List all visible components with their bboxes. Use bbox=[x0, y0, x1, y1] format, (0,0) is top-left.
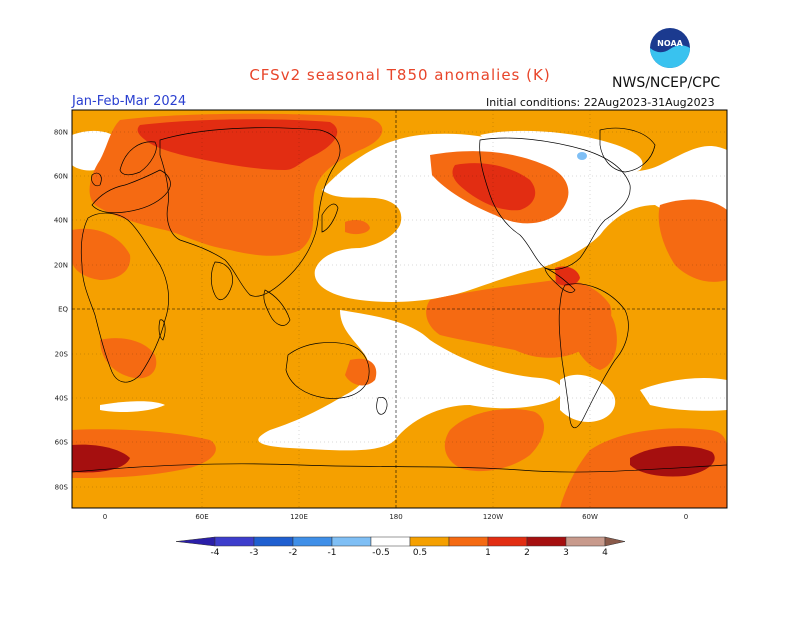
field-white-arctic-canada bbox=[480, 130, 643, 190]
longitude-label: 120W bbox=[483, 513, 503, 521]
map-frame bbox=[71, 109, 728, 509]
colorbar-label: 4 bbox=[602, 548, 608, 558]
coastline-india bbox=[210, 261, 233, 301]
colorbar-segment bbox=[292, 536, 333, 547]
colorbar-arrow-left bbox=[175, 536, 216, 547]
coastline-new-zealand bbox=[376, 396, 388, 415]
latitude-label: 60N bbox=[54, 173, 68, 181]
coastline-southeast-asia bbox=[263, 289, 291, 326]
colorbar-segment bbox=[565, 536, 606, 547]
field-orangered-east-us bbox=[658, 199, 727, 282]
field-orangered-north-pacific-spot bbox=[345, 220, 370, 235]
coastline-scandinavia bbox=[119, 141, 157, 176]
coastline-madagascar bbox=[158, 319, 166, 341]
coastline-central-america bbox=[544, 267, 576, 293]
field-lightblue-hudson-bay bbox=[577, 152, 587, 160]
noaa-logo-icon: NOAA bbox=[650, 28, 690, 68]
field-white-indian-ocean bbox=[100, 401, 165, 413]
coastline-asia bbox=[159, 127, 341, 297]
colorbar-segment bbox=[253, 536, 294, 547]
period-label: Jan-Feb-Mar 2024 bbox=[72, 94, 187, 109]
longitude-label: 180 bbox=[389, 513, 402, 521]
longitude-label: 60E bbox=[195, 513, 208, 521]
colorbar-label: -4 bbox=[211, 548, 220, 558]
colorbar-label: -0.5 bbox=[372, 548, 390, 558]
colorbar-label: 0.5 bbox=[413, 548, 427, 558]
latitude-label: EQ bbox=[58, 306, 68, 314]
field-red-canada bbox=[452, 163, 536, 211]
field-orangered-south-africa bbox=[100, 338, 157, 379]
field-red-siberia bbox=[137, 119, 338, 170]
coastline-greenland bbox=[599, 127, 656, 173]
latitude-label: 40S bbox=[55, 395, 69, 403]
longitude-label: 0 bbox=[684, 513, 688, 521]
colorbar-label: 3 bbox=[563, 548, 569, 558]
field-white-tropical-pacific bbox=[258, 310, 563, 451]
chart-title: CFSv2 seasonal T850 anomalies (K) bbox=[249, 66, 551, 84]
coastline-uk bbox=[91, 172, 102, 187]
colorbar-segment bbox=[214, 536, 255, 547]
latitude-label: 20S bbox=[55, 351, 69, 359]
organization-label: NWS/NCEP/CPC bbox=[612, 75, 721, 91]
field-darkred-southern-ocean-east bbox=[630, 446, 715, 477]
colorbar-label: -3 bbox=[250, 548, 259, 558]
latitude-label: 80N bbox=[54, 129, 68, 137]
colorbar-segment bbox=[448, 536, 489, 547]
colorbar-label: -1 bbox=[328, 548, 337, 558]
field-orangered-amazon bbox=[570, 298, 617, 370]
coastline-africa bbox=[80, 212, 169, 383]
coastline-australia bbox=[285, 342, 370, 399]
coastline-europe bbox=[91, 169, 171, 214]
colorbar-arrow-right bbox=[604, 536, 626, 547]
coastline-japan bbox=[321, 203, 339, 233]
longitude-label: 60W bbox=[582, 513, 598, 521]
colorbar-segment bbox=[526, 536, 567, 547]
initial-conditions-label: Initial conditions: 22Aug2023-31Aug2023 bbox=[486, 96, 715, 109]
colorbar-segment bbox=[370, 536, 411, 547]
colorbar-segment bbox=[331, 536, 372, 547]
logo-text: NOAA bbox=[657, 39, 683, 48]
field-orangered-southern-ocean-pacific bbox=[444, 409, 545, 472]
coastlines bbox=[72, 127, 727, 473]
coastline-antarctica bbox=[72, 463, 727, 473]
anomaly-field bbox=[72, 110, 727, 508]
latitude-labels: 80N 60N 40N 20N EQ 20S 40S 60S 80S bbox=[54, 129, 69, 492]
field-white-south-america bbox=[560, 374, 616, 422]
coastline-south-america bbox=[558, 283, 629, 428]
field-orangered-sahara bbox=[72, 228, 131, 280]
field-darkred-southern-ocean-west bbox=[72, 444, 130, 473]
longitude-labels: 0 60E 120E 180 120W 60W 0 bbox=[103, 513, 688, 521]
latitude-label: 40N bbox=[54, 217, 68, 225]
field-white-south-atlantic bbox=[640, 378, 727, 411]
latitude-label: 60S bbox=[55, 439, 69, 447]
field-red-central-america bbox=[555, 266, 580, 286]
colorbar-segment bbox=[487, 536, 528, 547]
longitude-label: 0 bbox=[103, 513, 107, 521]
colorbar-label: -2 bbox=[289, 548, 298, 558]
longitude-label: 120E bbox=[290, 513, 308, 521]
field-orangered-tropical-east-pacific bbox=[426, 279, 612, 358]
colorbar-label: 2 bbox=[524, 548, 530, 558]
latitude-label: 80S bbox=[55, 484, 69, 492]
colorbar: -4 -3 -2 -1 -0.5 0.5 1 2 3 4 bbox=[175, 536, 626, 558]
colorbar-label: 1 bbox=[485, 548, 491, 558]
coastline-north-america bbox=[479, 137, 631, 270]
latitude-label: 20N bbox=[54, 262, 68, 270]
colorbar-segment bbox=[409, 536, 450, 547]
